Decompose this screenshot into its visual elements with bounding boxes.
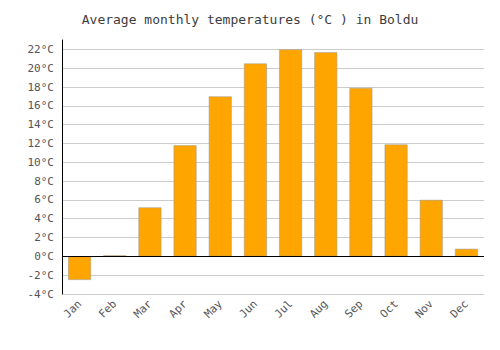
svg-text:-2°C: -2°C xyxy=(28,269,55,282)
svg-text:4°C: 4°C xyxy=(34,212,54,225)
svg-text:12°C: 12°C xyxy=(28,137,55,150)
svg-text:Average monthly temperatures (: Average monthly temperatures (°C ) in Bo… xyxy=(82,12,419,27)
svg-text:2°C: 2°C xyxy=(34,231,54,244)
svg-text:Nov: Nov xyxy=(413,297,436,320)
svg-text:8°C: 8°C xyxy=(34,175,54,188)
svg-text:May: May xyxy=(202,297,225,320)
svg-text:Jul: Jul xyxy=(272,297,295,320)
svg-text:16°C: 16°C xyxy=(28,99,55,112)
svg-text:Oct: Oct xyxy=(377,297,400,320)
svg-text:20°C: 20°C xyxy=(28,62,55,75)
svg-text:Apr: Apr xyxy=(166,297,189,320)
svg-text:Feb: Feb xyxy=(96,297,119,320)
svg-text:18°C: 18°C xyxy=(28,81,55,94)
svg-text:22°C: 22°C xyxy=(28,43,55,56)
svg-text:Mar: Mar xyxy=(131,297,154,320)
svg-text:6°C: 6°C xyxy=(34,193,54,206)
svg-text:Jun: Jun xyxy=(237,297,260,320)
svg-text:0°C: 0°C xyxy=(34,250,54,263)
svg-text:Dec: Dec xyxy=(448,297,471,320)
svg-text:Jan: Jan xyxy=(61,297,84,320)
svg-text:Sep: Sep xyxy=(342,297,365,320)
svg-text:Aug: Aug xyxy=(307,297,330,320)
svg-text:10°C: 10°C xyxy=(28,156,55,169)
svg-text:14°C: 14°C xyxy=(28,118,55,131)
svg-text:-4°C: -4°C xyxy=(28,288,55,301)
